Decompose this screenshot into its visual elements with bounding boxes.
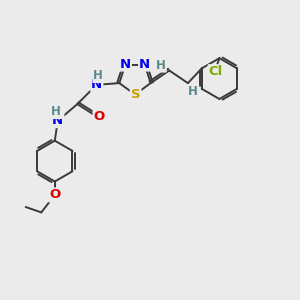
Text: O: O xyxy=(94,110,105,124)
Text: N: N xyxy=(139,58,150,70)
Text: Cl: Cl xyxy=(209,65,223,78)
Text: H: H xyxy=(156,58,166,72)
Text: O: O xyxy=(49,188,60,202)
Text: N: N xyxy=(91,78,102,91)
Text: H: H xyxy=(93,69,103,82)
Text: H: H xyxy=(51,105,61,118)
Text: N: N xyxy=(52,114,63,127)
Text: N: N xyxy=(120,58,131,70)
Text: H: H xyxy=(188,85,198,98)
Text: S: S xyxy=(131,88,140,101)
